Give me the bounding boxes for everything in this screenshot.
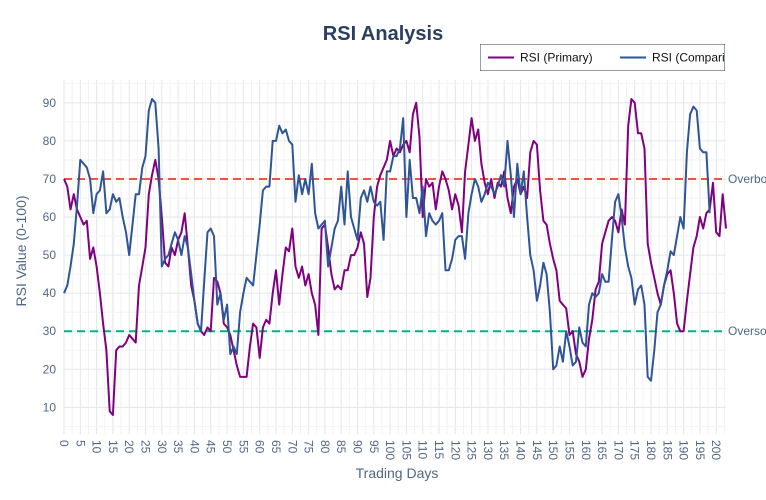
legend-label[interactable]: RSI (Primary) (520, 51, 593, 65)
x-tick-label: 45 (204, 440, 218, 454)
x-tick-label: 15 (106, 440, 120, 454)
x-tick-label: 170 (611, 440, 625, 460)
x-tick-label: 185 (660, 440, 674, 460)
x-tick-label: 95 (367, 440, 381, 454)
x-tick-label: 160 (579, 440, 593, 460)
x-tick-label: 165 (595, 440, 609, 460)
y-axis-title: RSI Value (0-100) (13, 195, 29, 306)
x-tick-label: 70 (285, 440, 299, 454)
x-tick-label: 150 (546, 440, 560, 460)
x-tick-label: 100 (383, 440, 397, 460)
y-tick-label: 60 (43, 210, 57, 224)
y-tick-label: 50 (43, 248, 57, 262)
reference-lines: Overbo Overso (64, 172, 766, 338)
chart-title: RSI Analysis (323, 23, 443, 45)
y-tick-label: 20 (43, 362, 57, 376)
x-tick-label: 25 (139, 440, 153, 454)
x-tick-label: 10 (90, 440, 104, 454)
x-tick-label: 135 (497, 440, 511, 460)
x-tick-label: 140 (514, 440, 528, 460)
x-tick-label: 65 (269, 440, 283, 454)
y-tick-label: 70 (43, 172, 57, 186)
x-tick-label: 200 (709, 440, 723, 460)
y-tick-label: 30 (43, 324, 57, 338)
reference-line-label: Overso (728, 324, 766, 338)
series-line (63, 98, 727, 416)
x-tick-label: 5 (73, 440, 87, 447)
x-tick-label: 180 (644, 440, 658, 460)
x-tick-label: 120 (448, 440, 462, 460)
legend[interactable]: RSI (Primary) RSI (Comparison) (480, 44, 748, 71)
x-tick-label: 0 (57, 440, 71, 447)
x-tick-label: 85 (334, 440, 348, 454)
y-tick-label: 40 (43, 286, 57, 300)
x-tick-label: 175 (628, 440, 642, 460)
y-axis-ticks: 10 20 30 40 50 60 70 80 90 (43, 96, 57, 415)
x-axis-ticks: 0 5 10 15 20 25 30 35 40 45 50 55 60 65 70 75 80 85 90 95 10… (57, 440, 723, 460)
x-tick-label: 105 (399, 440, 413, 460)
x-tick-label: 155 (562, 440, 576, 460)
y-tick-label: 10 (43, 400, 57, 414)
x-tick-label: 145 (530, 440, 544, 460)
x-tick-label: 20 (122, 440, 136, 454)
legend-box (480, 44, 725, 71)
y-tick-label: 90 (43, 96, 57, 110)
x-tick-label: 80 (318, 440, 332, 454)
x-tick-label: 60 (253, 440, 267, 454)
x-tick-label: 55 (236, 440, 250, 454)
x-tick-label: 195 (693, 440, 707, 460)
x-tick-label: 190 (677, 440, 691, 460)
x-tick-label: 50 (220, 440, 234, 454)
x-tick-label: 35 (171, 440, 185, 454)
x-tick-label: 115 (432, 440, 446, 459)
x-tick-label: 30 (155, 440, 169, 454)
x-tick-label: 75 (302, 440, 316, 454)
reference-line-label: Overbo (728, 172, 766, 186)
x-axis-title: Trading Days (356, 465, 439, 481)
legend-label[interactable]: RSI (Comparison) (652, 51, 748, 65)
x-tick-label: 40 (187, 440, 201, 454)
x-tick-label: 125 (465, 440, 479, 460)
series-line (63, 98, 711, 382)
y-tick-label: 80 (43, 134, 57, 148)
x-tick-label: 110 (416, 440, 430, 459)
series-lines (63, 98, 727, 416)
x-tick-label: 90 (350, 440, 364, 454)
x-tick-label: 130 (481, 440, 495, 460)
